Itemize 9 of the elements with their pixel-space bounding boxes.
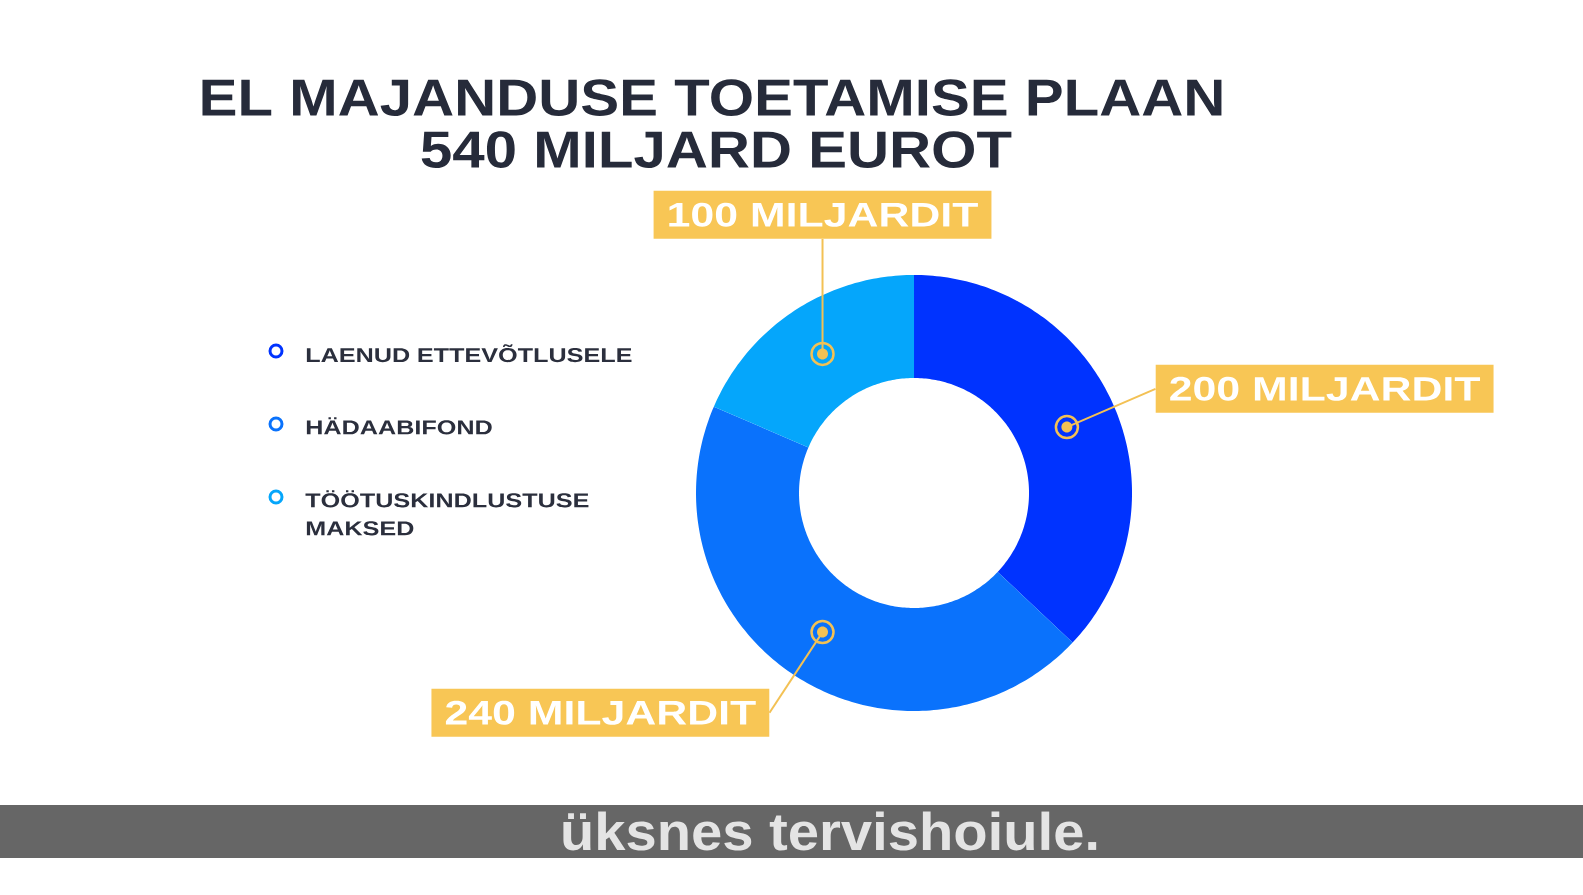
chart-subtitle: 540 MILJARD EUROT [421,131,1012,168]
legend-label: TÖÖTUSKINDLUSTUSE MAKSED [305,490,589,536]
chart-title: EL MAJANDUSE TOETAMISE PLAAN [202,79,1222,116]
data-label: 100 MILJARDIT [669,202,978,227]
data-label: 200 MILJARDIT [1170,376,1481,401]
text: üksnes tervishoiule. [563,811,1097,851]
legend-label: HÄDAABIFOND [306,417,492,435]
data-label: 240 MILJARDIT [445,700,756,725]
legend-label: LAENUD ETTEVÕTLUSELE [306,344,632,363]
